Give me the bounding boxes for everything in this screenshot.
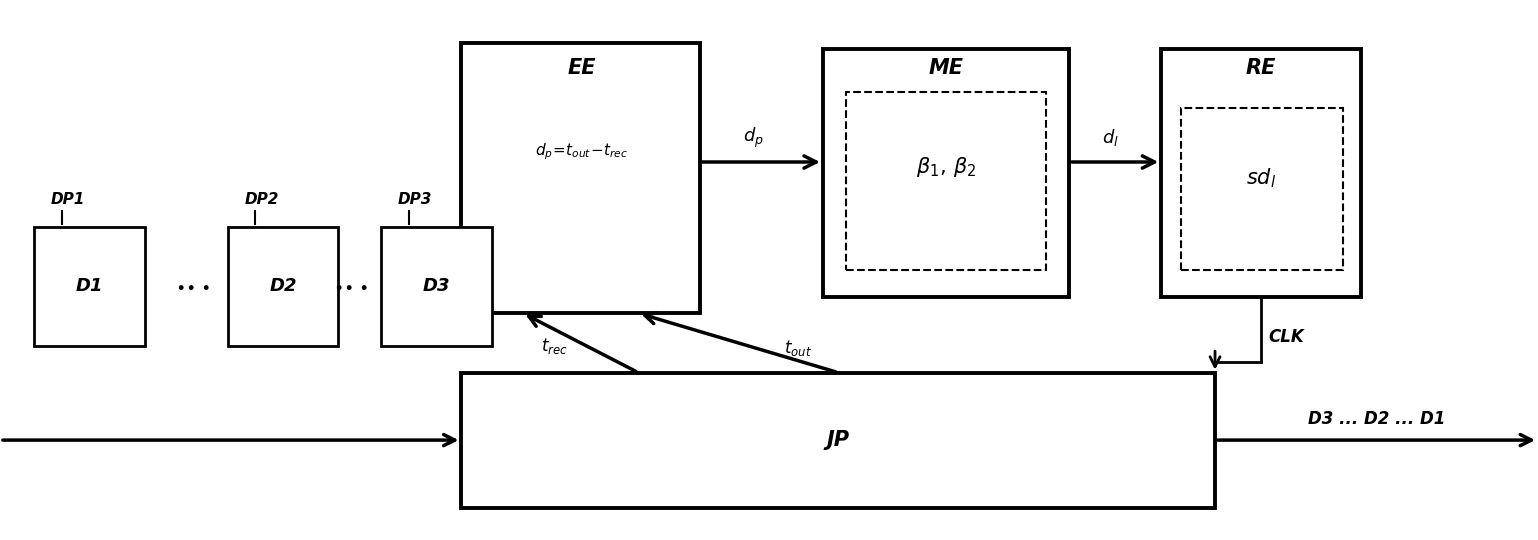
Text: EE: EE [568, 57, 595, 78]
Bar [34, 227, 145, 346]
Text: CLK: CLK [1269, 328, 1304, 347]
Text: $sd_l$: $sd_l$ [1246, 166, 1277, 190]
Text: D3: D3 [423, 277, 451, 295]
Bar [823, 49, 1069, 297]
Text: DP3: DP3 [398, 192, 432, 207]
Text: DP2: DP2 [245, 192, 278, 207]
Bar [461, 373, 1215, 508]
Text: RE: RE [1246, 57, 1277, 78]
Bar [1161, 49, 1361, 297]
Text: DP1: DP1 [51, 192, 85, 207]
Text: JP: JP [827, 430, 849, 450]
Bar [381, 227, 492, 346]
Text: $\beta_1,\, \beta_2$: $\beta_1,\, \beta_2$ [915, 156, 977, 179]
Bar [228, 227, 338, 346]
Text: D1: D1 [75, 277, 103, 295]
Text: $t_{out}$: $t_{out}$ [784, 338, 812, 359]
Text: $\bullet\!\bullet\!\bullet$: $\bullet\!\bullet\!\bullet$ [334, 277, 368, 295]
Text: D3 ... D2 ... D1: D3 ... D2 ... D1 [1307, 409, 1446, 428]
Text: $\bullet\!\bullet\!\bullet$: $\bullet\!\bullet\!\bullet$ [175, 277, 209, 295]
Text: $d_p\!=\!t_{out}\!-\!t_{rec}$: $d_p\!=\!t_{out}\!-\!t_{rec}$ [535, 141, 628, 161]
Bar [846, 92, 1046, 270]
Bar [1181, 108, 1343, 270]
Text: $d_l$: $d_l$ [1103, 127, 1118, 148]
Text: $t_{rec}$: $t_{rec}$ [541, 335, 568, 356]
Text: ME: ME [929, 57, 963, 78]
Text: $d_p$: $d_p$ [743, 126, 764, 150]
Bar [461, 43, 700, 313]
Text: D2: D2 [269, 277, 297, 295]
